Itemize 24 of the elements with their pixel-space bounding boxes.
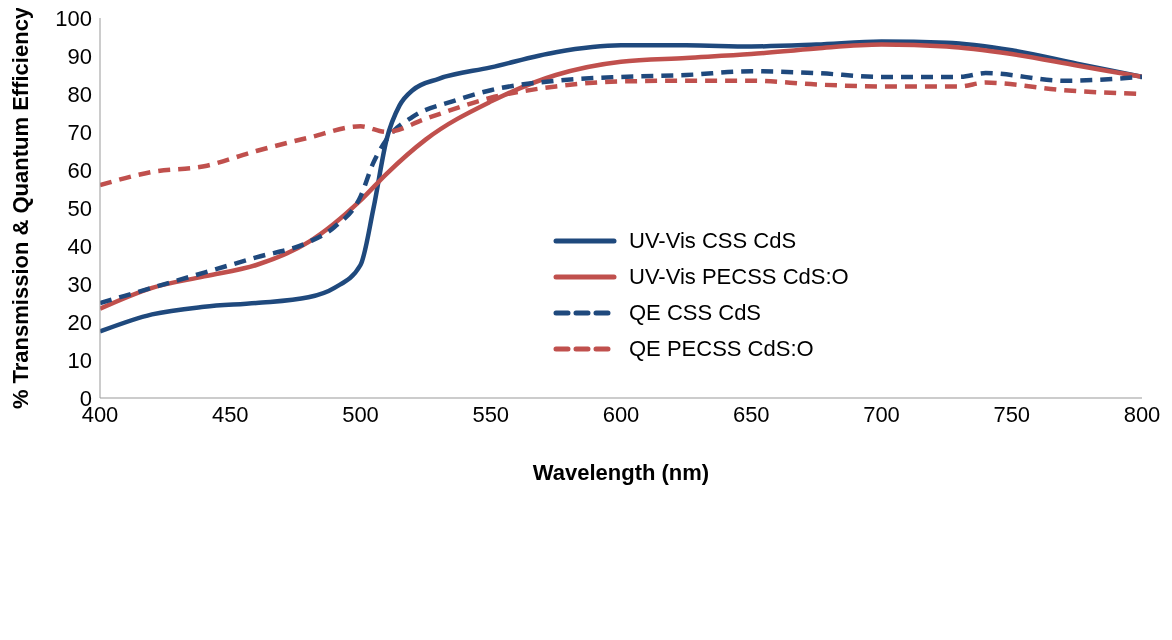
y-tick-label: 40 bbox=[67, 233, 92, 259]
y-tick-label: 50 bbox=[67, 195, 92, 221]
x-tick-label: 600 bbox=[602, 401, 640, 427]
legend-label: UV-Vis PECSS CdS:O bbox=[629, 264, 849, 290]
x-tick-label: 700 bbox=[863, 401, 900, 427]
y-tick-label: 30 bbox=[67, 271, 92, 297]
y-axis-title: % Transmission & Quantum Efficiency bbox=[7, 6, 33, 410]
y-tick-label: 90 bbox=[67, 43, 92, 69]
y-tick-label: 20 bbox=[67, 309, 92, 335]
x-tick-label: 750 bbox=[993, 401, 1031, 427]
x-tick-label: 650 bbox=[732, 401, 770, 427]
y-tick-label: 60 bbox=[67, 157, 92, 183]
x-tick-label: 450 bbox=[211, 401, 249, 427]
x-axis-title: Wavelength (nm) bbox=[532, 460, 710, 485]
legend-label: UV-Vis CSS CdS bbox=[629, 228, 797, 254]
x-tick-label: 800 bbox=[1123, 401, 1161, 427]
x-tick-label: 500 bbox=[342, 401, 379, 427]
y-tick-label: 10 bbox=[67, 347, 92, 373]
legend-label: QE PECSS CdS:O bbox=[629, 336, 814, 362]
legend-label: QE CSS CdS bbox=[629, 300, 762, 326]
y-tick-label: 80 bbox=[67, 81, 92, 107]
y-tick-label: 100 bbox=[55, 5, 92, 31]
y-tick-label: 70 bbox=[67, 119, 92, 145]
x-tick-label: 550 bbox=[472, 401, 510, 427]
